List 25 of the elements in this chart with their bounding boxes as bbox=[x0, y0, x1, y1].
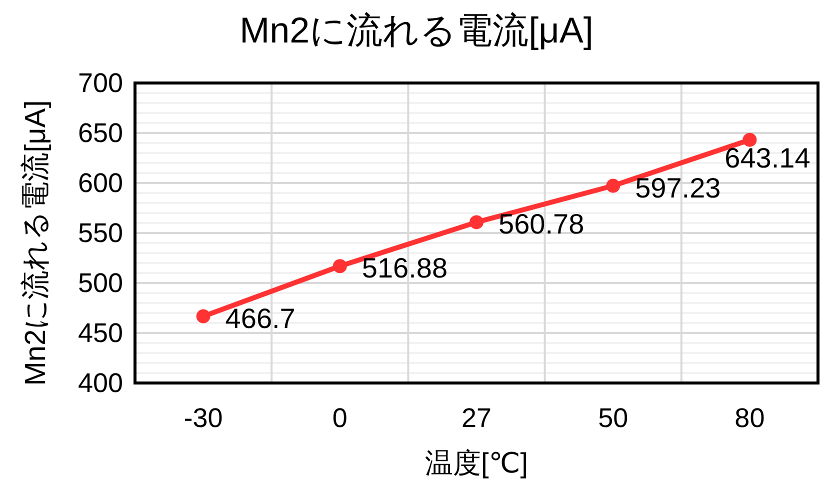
point bbox=[332, 259, 347, 274]
y-tick-label: 500 bbox=[78, 268, 123, 298]
x-tick-label: 0 bbox=[332, 403, 348, 433]
data-label: 466.7 bbox=[225, 302, 296, 334]
x-tick-label: -30 bbox=[184, 403, 223, 433]
x-tick-label: 27 bbox=[461, 403, 492, 433]
y-tick-label: 450 bbox=[78, 318, 123, 348]
y-tick-label: 650 bbox=[78, 118, 123, 148]
x-tick-label: 50 bbox=[598, 403, 628, 433]
y-tick-label: 700 bbox=[78, 68, 123, 98]
y-tick-label: 400 bbox=[78, 368, 123, 398]
x-axis-title: 温度[℃] bbox=[424, 448, 528, 478]
data-label: 516.88 bbox=[362, 252, 448, 284]
y-axis-title: Mn2に流れる電流[μA] bbox=[20, 100, 52, 386]
point bbox=[606, 178, 620, 193]
data-label: 643.14 bbox=[724, 142, 810, 174]
data-label: 597.23 bbox=[635, 172, 721, 204]
chart-title: Mn2に流れる電流[μA] bbox=[240, 10, 594, 50]
data-label: 560.78 bbox=[498, 208, 584, 240]
point bbox=[196, 309, 210, 324]
x-tick-label: 80 bbox=[734, 403, 765, 433]
y-tick-label: 600 bbox=[78, 168, 123, 198]
y-tick-label: 550 bbox=[78, 218, 123, 248]
point bbox=[742, 132, 757, 147]
point bbox=[470, 215, 484, 230]
